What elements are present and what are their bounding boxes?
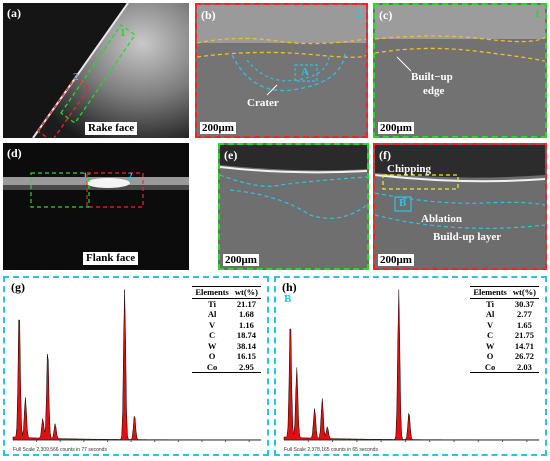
- spectrum-trace: [12, 289, 262, 441]
- table-row: Ti 21.17: [208, 298, 256, 309]
- eds-spectrum-a: [12, 289, 262, 442]
- table-row: Al 1.68: [207, 309, 254, 319]
- flank-region-2-image: [375, 145, 545, 268]
- spectrum-trace: [283, 289, 540, 441]
- panel-b-letter: (b): [201, 8, 216, 22]
- panel-h-letter: (h): [282, 280, 297, 294]
- table-row: Co 2.95: [192, 361, 261, 373]
- panel-c-index: 1: [534, 8, 541, 20]
- panel-e: (e) 200μm: [218, 143, 369, 270]
- chipping-label: Chipping: [387, 163, 432, 175]
- table-row: C 18.74: [209, 330, 256, 340]
- panel-f-letter: (f): [379, 148, 391, 162]
- panel-c-letter: (c): [379, 8, 393, 22]
- composition-table-a: Elements wt(%) Ti 21.17 Al 1.68 V 1.16 C 18.7…: [192, 286, 261, 373]
- panel-b-index: 2: [355, 8, 362, 20]
- table-row: V 1.16: [209, 319, 254, 330]
- build-up-layer-label: Build-up layer: [433, 231, 502, 243]
- table-row: Co 2.03: [470, 361, 539, 373]
- eds-panel-h: (h) B Elements wt(%) Ti 30.37 Al 2.77 V 1.65…: [274, 276, 547, 456]
- table-row: Al 2.77: [485, 309, 532, 319]
- table-header-elements: Elements: [192, 286, 232, 299]
- flank-marker-2: 2: [128, 171, 133, 181]
- spectrum-b-marker: B: [284, 293, 292, 305]
- ablation-label: Ablation: [421, 213, 462, 225]
- panel-a-letter: (a): [7, 6, 21, 20]
- table-row: C 21.75: [487, 330, 534, 340]
- panel-a: (a) 1 2 Rake face: [3, 3, 189, 138]
- panel-g-letter: (g): [11, 280, 25, 294]
- crater-image: [197, 5, 366, 136]
- panel-e-letter: (e): [224, 148, 238, 162]
- table-row: W 38.14: [207, 340, 256, 351]
- table-header-wt: wt(%): [509, 286, 539, 299]
- built-up-edge-image: [375, 5, 545, 136]
- crater-label: Crater: [247, 97, 279, 109]
- table-header-elements: Elements: [470, 286, 510, 299]
- composition-table-b: Elements wt(%) Ti 30.37 Al 2.77 V 1.65 C 21.7…: [470, 286, 539, 373]
- rake-face-caption: Rake face: [85, 122, 138, 135]
- panel-c: (c) 1 Built−up edge 200μm: [373, 3, 547, 138]
- marker-a: A: [301, 66, 309, 78]
- flank-face-image: [3, 143, 189, 270]
- marker-b: B: [399, 197, 407, 209]
- table-header-wt: wt(%): [231, 286, 261, 299]
- eds-spectrum-b: [283, 289, 540, 442]
- flank-marker-1: 1: [83, 171, 88, 181]
- panel-f-scale: 200μm: [378, 254, 414, 266]
- built-up-edge-line1: Built−up: [411, 71, 453, 83]
- spectrum-a-footer: Full Scale 2,309,566 counts in 77 second…: [13, 447, 107, 453]
- table-row: W 14.71: [485, 340, 534, 351]
- panel-c-scale: 200μm: [378, 122, 414, 134]
- flank-region-1-image: [220, 145, 367, 268]
- region-1-label: 1: [120, 27, 126, 39]
- table-row: V 1.65: [487, 319, 532, 330]
- table-row: O 26.72: [486, 351, 534, 361]
- table-row: Ti 30.37: [486, 298, 534, 309]
- rake-face-image: [3, 3, 189, 138]
- built-up-edge-line2: edge: [423, 85, 445, 97]
- panel-f: (f) Chipping B Ablation Build-up layer 2…: [373, 143, 547, 270]
- panel-b-scale: 200μm: [200, 122, 236, 134]
- flank-face-caption: Flank face: [83, 252, 139, 265]
- region-2-label: 2: [73, 71, 79, 83]
- panel-d: (d) 1 2 Flank face: [3, 143, 189, 270]
- panel-d-letter: (d): [7, 146, 22, 160]
- spectrum-b-footer: Full Scale 2,378,165 counts in 65 second…: [284, 447, 378, 453]
- panel-b: (b) 2 A Crater 200μm: [195, 3, 368, 138]
- table-row: O 16.15: [208, 351, 256, 361]
- panel-e-scale: 200μm: [223, 254, 259, 266]
- eds-panel-g: (g) Elements wt(%) Ti 21.17 Al 1.68 V 1.16 C…: [3, 276, 269, 456]
